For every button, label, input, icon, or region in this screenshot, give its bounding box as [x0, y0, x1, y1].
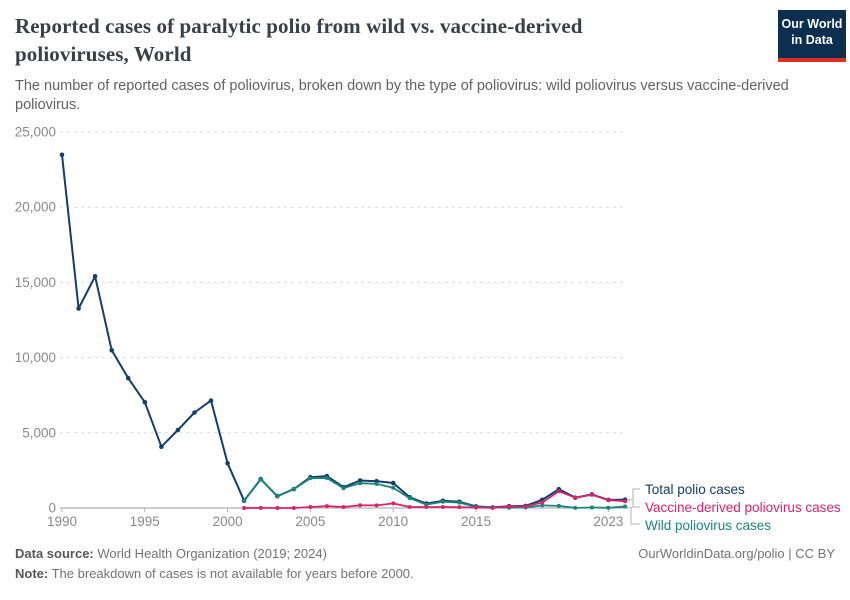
data-point[interactable]	[457, 500, 462, 505]
y-tick-label: 0	[48, 501, 56, 516]
data-point[interactable]	[589, 492, 594, 497]
data-point[interactable]	[275, 506, 280, 510]
note-text: The breakdown of cases is not available …	[48, 566, 414, 581]
x-tick-label: 2010	[378, 514, 408, 529]
data-point[interactable]	[490, 505, 495, 510]
legend-connector-top	[627, 488, 640, 508]
data-point[interactable]	[142, 399, 148, 405]
data-point[interactable]	[258, 477, 263, 482]
owid-logo-line2: in Data	[791, 33, 833, 47]
x-tick-label: 1995	[130, 514, 160, 529]
data-point[interactable]	[324, 476, 329, 480]
y-tick-label: 25,000	[15, 125, 56, 140]
y-tick-label: 10,000	[15, 350, 56, 365]
y-tick-label: 15,000	[15, 275, 56, 290]
legend-connector-wild	[627, 506, 640, 525]
data-point[interactable]	[424, 505, 429, 509]
legend-item-total[interactable]: Total polio cases	[645, 482, 745, 497]
note-line: Note: The breakdown of cases is not avai…	[15, 566, 414, 581]
x-tick-label: 2015	[461, 514, 491, 529]
data-point[interactable]	[208, 398, 214, 403]
data-point[interactable]	[606, 505, 611, 510]
data-source-line: Data source: World Health Organization (…	[15, 546, 327, 561]
data-point[interactable]	[341, 486, 346, 491]
data-point[interactable]	[606, 498, 611, 503]
data-source-label: Data source:	[15, 546, 94, 561]
data-point[interactable]	[242, 498, 247, 503]
data-point[interactable]	[457, 505, 462, 510]
data-point[interactable]	[358, 481, 363, 486]
data-point[interactable]	[225, 461, 230, 466]
series-line-vaccine-derived[interactable]	[244, 490, 626, 509]
data-point[interactable]	[540, 500, 545, 505]
owid-logo[interactable]: Our World in Data	[778, 10, 846, 62]
note-label: Note:	[15, 566, 49, 581]
owid-logo-line1: Our World	[781, 17, 843, 31]
page-title: Reported cases of paralytic polio from w…	[15, 14, 583, 66]
data-point[interactable]	[125, 375, 131, 381]
data-point[interactable]	[159, 444, 164, 450]
x-tick-label: 2023	[593, 514, 623, 529]
x-tick-label: 2000	[213, 514, 243, 529]
data-point[interactable]	[623, 504, 627, 509]
data-point[interactable]	[374, 481, 379, 486]
y-tick-label: 5,000	[22, 425, 56, 440]
data-point[interactable]	[324, 504, 329, 509]
data-source-text: World Health Organization (2019; 2024)	[93, 546, 327, 561]
data-point[interactable]	[523, 504, 528, 509]
data-point[interactable]	[407, 496, 412, 501]
data-point[interactable]	[92, 274, 98, 279]
data-point[interactable]	[291, 506, 296, 510]
x-tick-label: 2005	[295, 514, 325, 529]
series-line-wild[interactable]	[243, 477, 626, 509]
data-point[interactable]	[109, 348, 114, 353]
data-point[interactable]	[407, 505, 412, 509]
data-point[interactable]	[507, 504, 512, 509]
data-point[interactable]	[440, 505, 445, 509]
data-point[interactable]	[540, 503, 545, 508]
data-point[interactable]	[308, 505, 313, 509]
data-point[interactable]	[175, 427, 181, 433]
data-point[interactable]	[391, 485, 396, 490]
data-point[interactable]	[308, 476, 313, 481]
data-point[interactable]	[390, 480, 396, 486]
data-point[interactable]	[589, 505, 594, 510]
data-point[interactable]	[623, 499, 627, 504]
data-point[interactable]	[556, 503, 561, 508]
data-point[interactable]	[242, 506, 247, 510]
data-point[interactable]	[275, 494, 280, 499]
data-point[interactable]	[291, 487, 296, 492]
data-point[interactable]	[573, 505, 578, 510]
legend-item-vaccine-derived[interactable]: Vaccine-derived poliovirus cases	[645, 500, 841, 515]
data-point[interactable]	[391, 501, 396, 506]
x-tick-label: 1990	[47, 514, 77, 529]
y-tick-label: 20,000	[15, 200, 56, 215]
data-point[interactable]	[474, 505, 478, 510]
data-point[interactable]	[76, 306, 81, 311]
data-point[interactable]	[440, 499, 445, 504]
owid-link[interactable]: OurWorldinData.org/polio | CC BY	[638, 546, 835, 561]
data-point[interactable]	[59, 152, 65, 158]
data-point[interactable]	[358, 503, 363, 508]
data-point[interactable]	[573, 495, 578, 500]
data-point[interactable]	[374, 503, 379, 508]
data-point[interactable]	[258, 505, 263, 510]
data-point[interactable]	[341, 505, 346, 509]
legend-item-wild[interactable]: Wild poliovirus cases	[645, 518, 772, 533]
data-point[interactable]	[192, 410, 197, 415]
chart-subtitle: The number of reported cases of poliovir…	[15, 78, 789, 113]
data-point[interactable]	[556, 489, 561, 494]
